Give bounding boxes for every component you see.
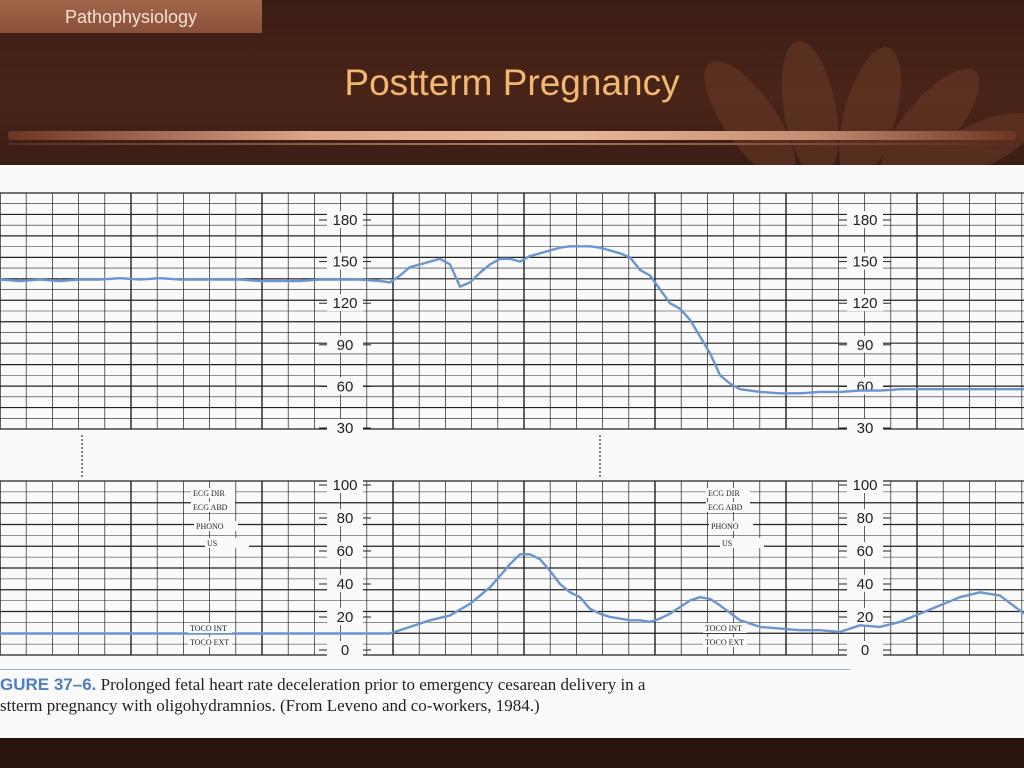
- channel-label-toco_int: TOCO INT: [190, 624, 227, 633]
- figure-panel: 30 30 60 60 90 90 120 120 150 150 180 180 0 0 20 20 40 40…: [0, 165, 1024, 738]
- channel-label-bg: [709, 521, 753, 531]
- tick-label: 40: [337, 576, 354, 593]
- channel-label-ecg_abd: ECG ABD: [193, 503, 228, 512]
- tick-label-bg: [847, 335, 883, 353]
- axis-tick-labels: 30 30 60 60 90 90 120 120 150 150 180 180 0 0 20 20 40 40…: [319, 211, 891, 659]
- tick-label: 60: [337, 543, 354, 560]
- tick-label-bg: [847, 211, 883, 228]
- tick-label: 180: [332, 212, 357, 229]
- fetal-heart-rate-trace: [0, 245, 1024, 395]
- tick-label: 180: [852, 212, 877, 229]
- tick-label: 90: [857, 337, 874, 354]
- channel-label-bg: [706, 488, 750, 498]
- tick-label-bg: [847, 509, 883, 526]
- tick-label-bg: [327, 575, 363, 592]
- channel-label-bg: [703, 637, 747, 647]
- strip-marks: [81, 435, 601, 477]
- tick-label: 100: [852, 477, 877, 494]
- tick-label: 20: [337, 609, 354, 626]
- caption-text-1: Prolonged fetal heart rate deceleration …: [96, 675, 646, 694]
- tick-label: 80: [337, 510, 354, 527]
- tick-label: 40: [857, 576, 874, 593]
- tick-label: 120: [852, 295, 877, 312]
- channel-label-bg: [205, 538, 249, 548]
- chart-traces: [0, 245, 1024, 635]
- tick-label: 60: [857, 378, 874, 395]
- tick-label: 20: [857, 609, 874, 626]
- tick-label: 30: [337, 420, 354, 437]
- tick-label-bg: [847, 608, 883, 625]
- channel-label-bg: [720, 538, 764, 548]
- tick-label: 150: [332, 254, 357, 271]
- tick-label: 60: [337, 378, 354, 395]
- channel-label-ecg_dir: ECG DIR: [193, 489, 225, 498]
- tick-label-bg: [847, 575, 883, 592]
- channel-label-phono: PHONO: [711, 522, 739, 531]
- channel-label-toco_ext: TOCO EXT: [190, 638, 229, 647]
- tick-label-bg: [847, 641, 883, 658]
- caption-rule: [0, 669, 850, 670]
- channel-label-bg: [188, 637, 232, 647]
- caption-line-1: GURE 37–6. Prolonged fetal heart rate de…: [0, 674, 860, 695]
- channel-label-bg: [191, 488, 235, 498]
- tick-label-bg: [327, 419, 363, 436]
- flower-watermark-icon: [704, 40, 1024, 170]
- figure-caption: GURE 37–6. Prolonged fetal heart rate de…: [0, 674, 860, 716]
- tick-label-bg: [327, 294, 363, 312]
- tick-label: 80: [857, 510, 874, 527]
- tick-label: 90: [337, 337, 354, 354]
- channel-label-us: US: [207, 539, 217, 548]
- tick-label: 150: [852, 254, 877, 271]
- channel-label-us: US: [722, 539, 732, 548]
- fhr-strip-figure: 30 30 60 60 90 90 120 120 150 150 180 180 0 0 20 20 40 40…: [0, 192, 1024, 659]
- tick-label-bg: [327, 377, 363, 395]
- channel-label-bg: [703, 623, 747, 633]
- channel-label-bg: [706, 502, 750, 512]
- tick-label-bg: [847, 294, 883, 312]
- tick-label: 0: [341, 642, 349, 659]
- tick-label-bg: [327, 509, 363, 526]
- tick-label: 30: [857, 420, 874, 437]
- channel-label-ecg_dir: ECG DIR: [708, 489, 740, 498]
- tick-label-bg: [327, 211, 363, 228]
- slide-footer-band: [0, 738, 1024, 768]
- tick-label-bg: [327, 641, 363, 658]
- caption-figure-number: GURE 37–6.: [0, 675, 97, 694]
- tick-label: 60: [857, 543, 874, 560]
- channel-label-bg: [191, 502, 235, 512]
- channel-label-bg: [188, 623, 232, 633]
- uterine-activity-trace: [0, 553, 1024, 635]
- channel-labels: ECG DIR ECG ABD PHONO US TOCO INT TOCO EXT ECG…: [188, 488, 764, 647]
- tick-label-bg: [327, 476, 363, 493]
- tick-label-bg: [847, 419, 883, 436]
- tick-label-bg: [847, 542, 883, 559]
- tick-label: 100: [332, 477, 357, 494]
- channel-label-phono: PHONO: [196, 522, 224, 531]
- slide-title: Postterm Pregnancy: [344, 62, 680, 103]
- channel-label-toco_int: TOCO INT: [705, 624, 742, 633]
- title-divider-thin: [8, 143, 1016, 145]
- channel-label-ecg_abd: ECG ABD: [708, 503, 743, 512]
- tick-label-bg: [327, 252, 363, 270]
- title-divider: [8, 131, 1016, 140]
- tick-label-bg: [847, 252, 883, 270]
- section-tab: Pathophysiology: [0, 0, 262, 33]
- caption-line-2: stterm pregnancy with oligohydramnios. (…: [0, 696, 540, 715]
- channel-label-toco_ext: TOCO EXT: [705, 638, 744, 647]
- tick-label-bg: [327, 335, 363, 353]
- tick-label: 120: [332, 295, 357, 312]
- channel-label-bg: [194, 521, 238, 531]
- tick-label-bg: [327, 608, 363, 625]
- tick-label-bg: [327, 542, 363, 559]
- tick-label-bg: [847, 476, 883, 493]
- tick-label: 0: [861, 642, 869, 659]
